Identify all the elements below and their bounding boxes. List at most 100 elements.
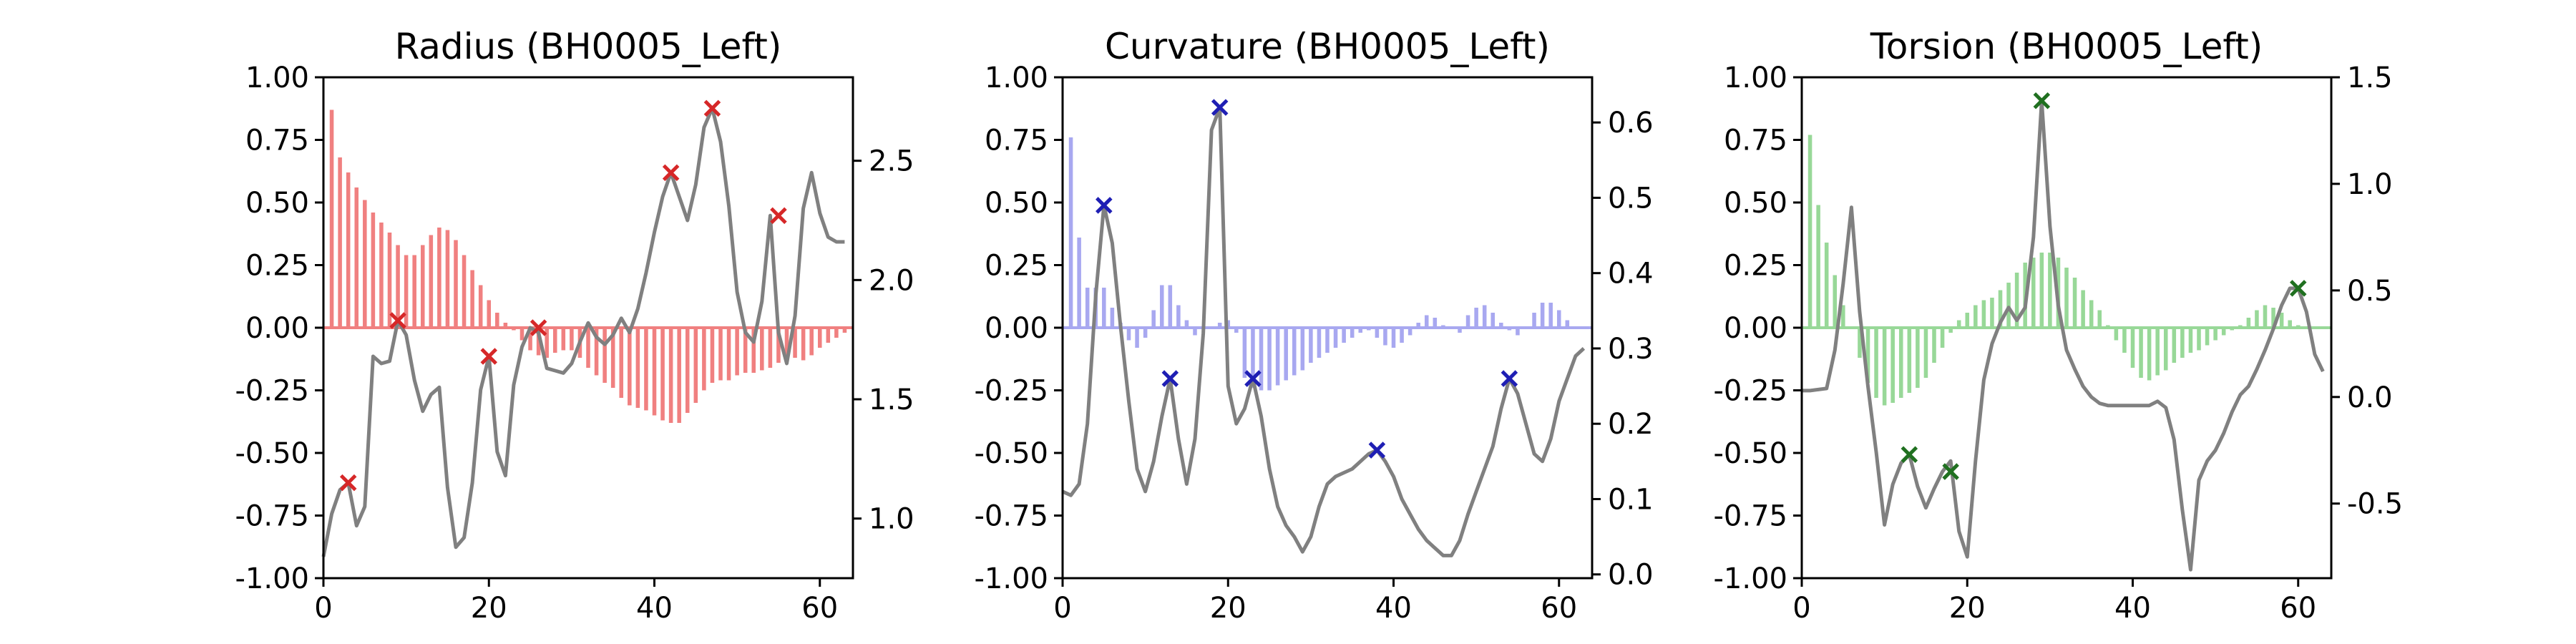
chart-bar	[817, 328, 822, 348]
peak-marker	[2033, 92, 2051, 109]
chart-bar	[1226, 320, 1231, 328]
y-left-tick-label: 1.00	[245, 62, 309, 94]
chart-bar	[1333, 328, 1338, 348]
chart-bar	[2180, 328, 2185, 358]
chart-bar	[1898, 328, 1903, 398]
chart-bar	[1242, 328, 1247, 378]
x-tick-label: 40	[636, 592, 673, 625]
chart-bar	[1556, 310, 1561, 328]
series-line	[321, 106, 845, 557]
peak-marker	[530, 319, 547, 336]
chart-bar	[1990, 298, 1994, 328]
chart-bar	[1400, 328, 1404, 343]
y-left-tick-label: 0.75	[1724, 125, 1787, 157]
chart-bar	[1532, 313, 1536, 328]
chart-bar	[2081, 290, 2085, 328]
y-right-tick-label: 1.0	[869, 503, 914, 536]
y-left-tick-label: -0.50	[975, 437, 1049, 470]
chart-bar	[1217, 323, 1222, 328]
y-left-tick-label: 0.00	[245, 312, 309, 345]
chart-bar	[1317, 328, 1322, 358]
chart-bar	[445, 230, 450, 328]
y-right-tick-label: 0.6	[1608, 107, 1654, 140]
chart-bar	[751, 328, 756, 373]
y-left-tick-label: 0.00	[985, 312, 1048, 345]
y-right-tick-label: 0.1	[1608, 483, 1654, 516]
y-right-tick-label: 2.5	[869, 145, 914, 178]
y-right-tick-label: 1.5	[2347, 62, 2393, 94]
y-right-tick-label: 0.0	[1608, 559, 1654, 592]
chart-bar	[2122, 328, 2127, 353]
peak-marker	[1211, 99, 1229, 116]
series-line	[1802, 99, 2325, 572]
chart-bar	[1259, 328, 1264, 391]
chart-bar	[718, 328, 723, 381]
chart-bar	[495, 313, 499, 328]
y-left-tick-label: 0.50	[245, 187, 309, 220]
chart-bar	[2271, 308, 2275, 328]
y-left-tick-label: 0.75	[985, 125, 1048, 157]
chart-bar	[1956, 320, 1961, 328]
chart-bar	[1824, 243, 1829, 328]
chart-bar	[1907, 328, 1912, 393]
chart-bar	[793, 328, 797, 358]
chart-bar	[2246, 318, 2251, 328]
chart-bar	[2097, 310, 2102, 328]
chart-bar	[2006, 283, 2011, 328]
series-line	[1061, 105, 1586, 557]
chart-bar	[1865, 328, 1870, 383]
chart-bar	[2197, 328, 2201, 351]
chart-bar	[1325, 328, 1330, 353]
peak-marker	[1901, 446, 1918, 464]
y-right-tick-label: 0.3	[1608, 333, 1654, 366]
chart-bar	[1916, 328, 1920, 388]
chart-bar	[1234, 328, 1239, 333]
chart-bar	[1251, 328, 1255, 388]
subplot-torsion: Torsion (BH0005_Left) 0 20 40 60 1.00 0.75 0.5…	[1714, 26, 2404, 625]
chart-bar	[1168, 285, 1173, 328]
chart-bar	[1465, 315, 1470, 328]
chart-bar	[1068, 137, 1073, 328]
y-left-tick-label: 0.25	[985, 250, 1048, 283]
chart-bar	[371, 213, 376, 328]
chart-bar	[1974, 305, 1978, 328]
y-left-tick-label: -1.00	[975, 562, 1049, 595]
chart-bar	[735, 328, 739, 376]
chart-bar	[470, 270, 474, 328]
chart-bar	[552, 328, 557, 353]
chart-bar	[594, 328, 599, 376]
chart-bar	[635, 328, 640, 408]
x-tick-label: 60	[2280, 592, 2316, 625]
y-left-tick-label: 0.50	[985, 187, 1048, 220]
chart-bar	[1077, 238, 1081, 328]
y-left-tick-label: 0.25	[245, 250, 309, 283]
peak-marker	[1501, 370, 1518, 387]
chart-bar	[338, 157, 342, 328]
subplot-title: Torsion (BH0005_Left)	[1870, 26, 2263, 67]
chart-bar	[1540, 303, 1545, 328]
chart-bar	[1923, 328, 1928, 378]
chart-bar	[2089, 300, 2094, 328]
chart-bar	[1407, 328, 1413, 336]
x-tick-label: 60	[1541, 592, 1577, 625]
chart-bar	[1565, 320, 1570, 328]
chart-bar	[1143, 328, 1148, 338]
chart-bar	[1184, 320, 1189, 328]
y-left-tick-label: 1.00	[985, 62, 1048, 94]
chart-bar	[619, 328, 624, 398]
y-right-tick-label: -0.5	[2347, 488, 2403, 521]
chart-bar	[1383, 328, 1387, 346]
chart-bar	[545, 328, 549, 358]
chart-bar	[1110, 308, 1115, 328]
chart-bar	[693, 328, 698, 403]
chart-bar	[2147, 328, 2152, 381]
chart-bar	[1499, 323, 1503, 328]
chart-bar	[628, 328, 632, 406]
y-right-tick-label: 0.2	[1608, 408, 1654, 441]
chart-bar	[1102, 288, 1106, 328]
chart-bar	[396, 245, 400, 328]
chart-bar	[1998, 290, 2003, 328]
y-right-tick-label: 1.5	[869, 384, 914, 416]
subplot-title: Radius (BH0005_Left)	[395, 26, 782, 67]
